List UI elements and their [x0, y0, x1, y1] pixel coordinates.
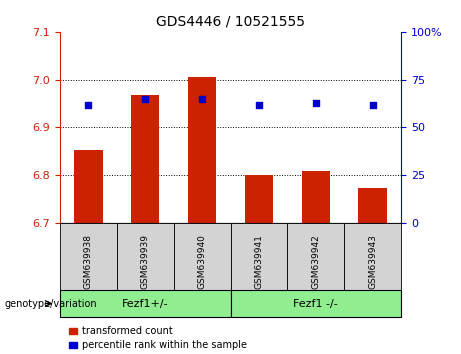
Text: genotype/variation: genotype/variation: [5, 298, 97, 309]
Point: [85, 102, 92, 107]
Text: transformed count: transformed count: [82, 326, 173, 336]
Text: percentile rank within the sample: percentile rank within the sample: [82, 340, 247, 350]
Text: Fezf1+/-: Fezf1+/-: [122, 298, 169, 309]
Bar: [74, 150, 102, 223]
Bar: [245, 175, 273, 223]
Text: GDS4446 / 10521555: GDS4446 / 10521555: [156, 14, 305, 28]
Point: [198, 96, 206, 102]
Point: [142, 96, 149, 102]
Bar: [131, 95, 160, 223]
Text: GSM639940: GSM639940: [198, 234, 207, 289]
Text: Fezf1 -/-: Fezf1 -/-: [293, 298, 338, 309]
Text: GSM639942: GSM639942: [311, 234, 320, 289]
Text: GSM639943: GSM639943: [368, 234, 377, 289]
Bar: [358, 188, 387, 223]
Text: GSM639938: GSM639938: [84, 234, 93, 289]
Point: [255, 102, 263, 107]
Point: [369, 102, 376, 107]
Text: GSM639941: GSM639941: [254, 234, 263, 289]
Point: [312, 100, 319, 105]
Bar: [188, 77, 216, 223]
Text: GSM639939: GSM639939: [141, 234, 150, 289]
Bar: [301, 171, 330, 223]
